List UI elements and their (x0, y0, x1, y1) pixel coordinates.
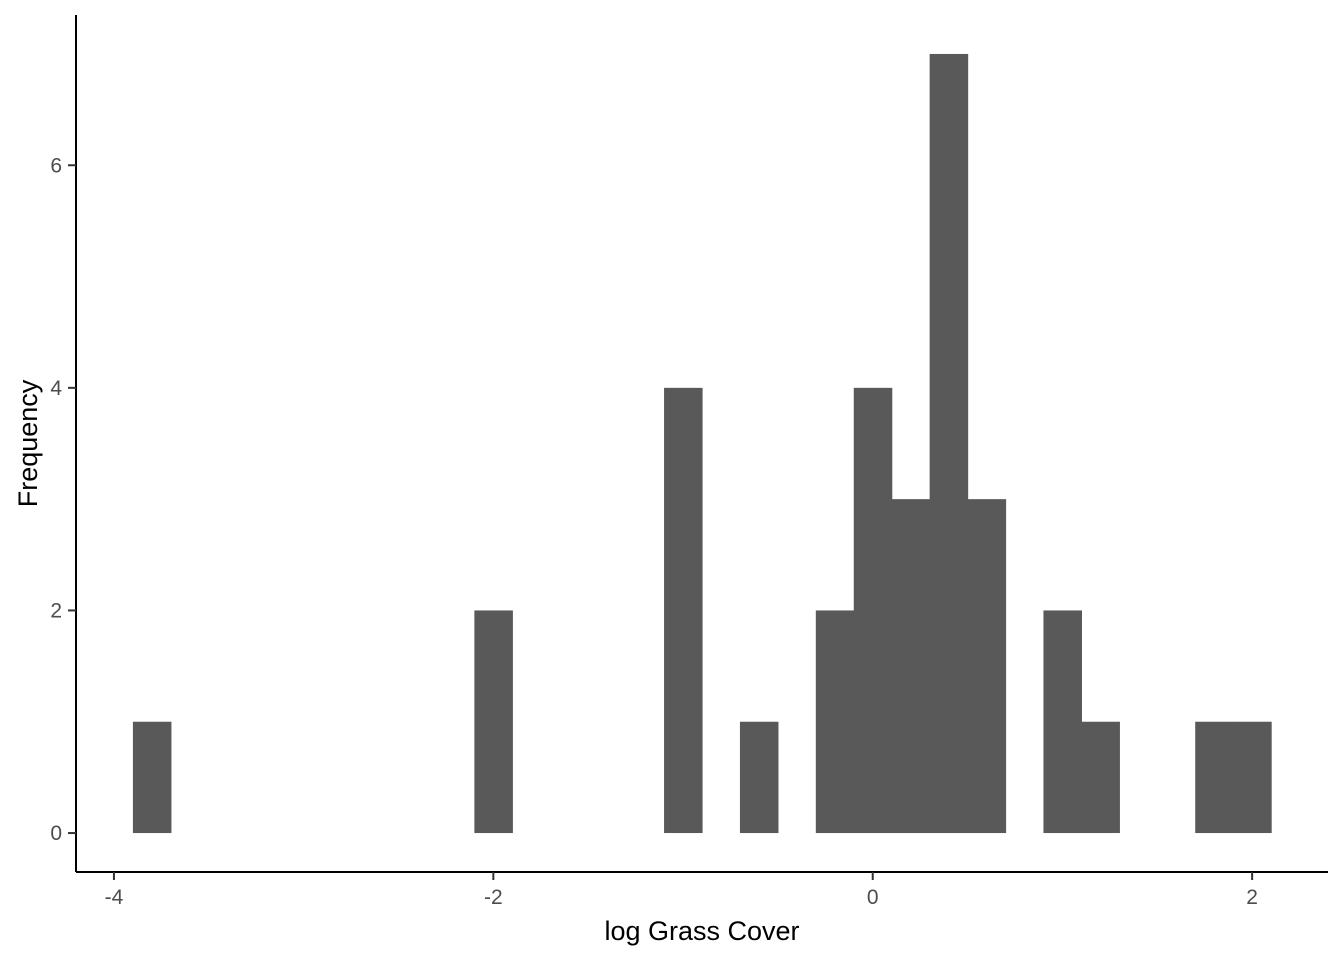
histogram-bar (132, 721, 172, 834)
histogram-bar (739, 721, 779, 834)
x-axis-ticks: -4 -2 0 2 (105, 872, 1258, 909)
histogram-bar (474, 610, 513, 834)
y-axis-ticks: 0 2 4 6 (50, 154, 76, 845)
histogram-bar (664, 387, 703, 834)
y-axis-title: Frequency (13, 379, 43, 507)
histogram-bar (1043, 610, 1082, 834)
x-axis-title: log Grass Cover (604, 916, 799, 946)
histogram-bar (929, 53, 969, 834)
histogram-bar (815, 610, 855, 834)
histogram-bar (1081, 721, 1120, 834)
y-tick-label: 0 (50, 822, 62, 845)
y-tick-label: 2 (50, 599, 62, 622)
x-tick-label: -4 (105, 886, 124, 909)
histogram-bars (132, 53, 1272, 834)
histogram-bar (967, 499, 1007, 834)
histogram-bar (1195, 721, 1234, 834)
y-tick-label: 6 (50, 154, 62, 177)
x-tick-label: -2 (484, 886, 503, 909)
histogram-bar (1233, 721, 1272, 834)
histogram-bar (891, 499, 931, 834)
x-tick-label: 2 (1246, 886, 1258, 909)
x-tick-label: 0 (867, 886, 879, 909)
y-tick-label: 4 (50, 377, 62, 400)
histogram-bar (853, 387, 893, 834)
